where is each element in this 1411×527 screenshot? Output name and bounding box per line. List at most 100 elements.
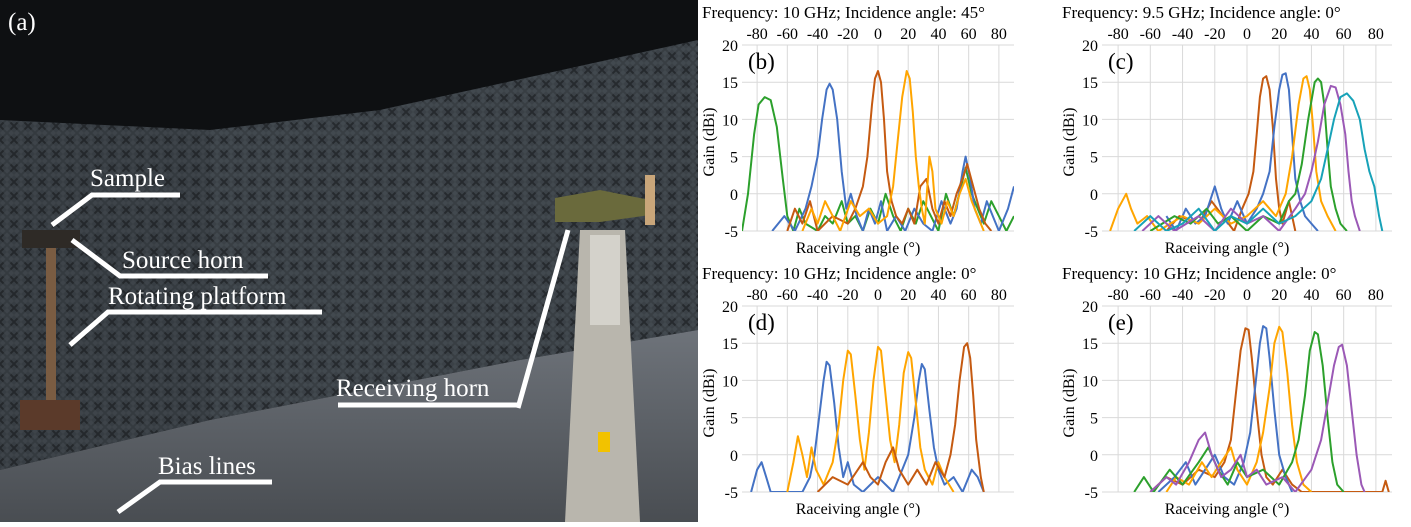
- y-tick-label: -5: [1085, 485, 1098, 502]
- series-line-1: [1165, 75, 1297, 231]
- y-tick-label: 5: [730, 411, 738, 428]
- x-tick-label: -40: [807, 26, 828, 43]
- label-sample: Sample: [90, 165, 165, 192]
- y-tick-label: 0: [730, 187, 738, 204]
- x-tick-label: 60: [961, 287, 977, 304]
- series-line-2: [1165, 72, 1319, 231]
- x-tick-label: 0: [1243, 287, 1251, 304]
- y-axis-label: Gain (dBi): [701, 108, 718, 177]
- chart-panel-1: Frequency: 10 GHz; Incidence angle: 45° -…: [701, 3, 1014, 257]
- x-tick-label: -40: [1172, 287, 1193, 304]
- y-axis-label: Gain (dBi): [1061, 108, 1078, 177]
- y-tick-label: 20: [1082, 299, 1098, 316]
- x-tick-label: 0: [874, 26, 882, 43]
- y-tick-label: 10: [1082, 112, 1098, 129]
- x-tick-label: 20: [1271, 26, 1287, 43]
- x-tick-label: 0: [874, 287, 882, 304]
- x-tick-label: 20: [900, 287, 916, 304]
- x-axis-label: Raceiving angle (°): [1165, 240, 1290, 257]
- gain-charts-area: Frequency: 10 GHz; Incidence angle: 45° -…: [698, 0, 1411, 522]
- receiving-horn-antenna: [555, 175, 655, 225]
- chart-title: Frequency: 10 GHz; Incidence angle: 0°: [1062, 264, 1336, 283]
- y-tick-label: 5: [1090, 411, 1098, 428]
- x-tick-label: -40: [807, 287, 828, 304]
- x-tick-label: 40: [930, 26, 946, 43]
- x-tick-label: 40: [930, 287, 946, 304]
- x-tick-label: 60: [1336, 287, 1352, 304]
- x-tick-label: -20: [837, 26, 858, 43]
- receiving-tower: [565, 230, 640, 522]
- x-tick-label: 40: [1303, 26, 1319, 43]
- panel-label: (d): [748, 310, 775, 335]
- x-tick-label: 60: [1336, 26, 1352, 43]
- x-axis-label: Raceiving angle (°): [796, 501, 921, 518]
- x-axis-label: Raceiving angle (°): [1165, 501, 1290, 518]
- series-line-3: [1165, 325, 1313, 492]
- x-tick-label: -60: [1140, 287, 1161, 304]
- y-tick-label: -5: [725, 485, 738, 502]
- x-tick-label: 80: [991, 26, 1007, 43]
- x-axis-label: Raceiving angle (°): [796, 240, 921, 257]
- series-line-1: [750, 360, 985, 492]
- pointer-lines: [50, 192, 571, 515]
- y-tick-label: 0: [730, 448, 738, 465]
- series-line-4: [1133, 331, 1345, 492]
- series-line-2: [786, 345, 955, 492]
- x-tick-label: -80: [1107, 287, 1128, 304]
- x-tick-label: -60: [777, 287, 798, 304]
- series-line-6: [1133, 92, 1384, 231]
- y-axis-label: Gain (dBi): [1061, 369, 1078, 438]
- y-tick-label: 20: [722, 38, 738, 55]
- y-tick-label: -5: [725, 224, 738, 241]
- x-tick-label: 80: [1368, 26, 1384, 43]
- y-tick-label: 10: [722, 373, 738, 390]
- y-tick-label: 10: [1082, 373, 1098, 390]
- panel-label: (b): [748, 49, 775, 74]
- series-line-4: [1149, 77, 1348, 231]
- series-line-2: [771, 82, 1014, 231]
- anechoic-chamber-illustration: [0, 0, 698, 522]
- y-tick-label: 20: [1082, 38, 1098, 55]
- chart-panel-2: Frequency: 9.5 GHz; Incidence angle: 0° -…: [1061, 3, 1392, 257]
- x-tick-label: 80: [1368, 287, 1384, 304]
- measurement-setup-photo: (a) Sample Source horn Rotating platform…: [0, 0, 698, 522]
- series-line-5: [1149, 343, 1366, 492]
- y-tick-label: 15: [722, 336, 738, 353]
- y-tick-label: -5: [1085, 224, 1098, 241]
- chart-panel-4: Frequency: 10 GHz; Incidence angle: 0° -8…: [1061, 264, 1392, 518]
- x-tick-label: -80: [746, 26, 767, 43]
- x-tick-label: -60: [1140, 26, 1161, 43]
- series-line-4: [801, 70, 985, 231]
- x-tick-label: -40: [1172, 26, 1193, 43]
- label-bias-lines: Bias lines: [158, 453, 256, 480]
- chart-title: Frequency: 10 GHz; Incidence angle: 0°: [702, 264, 976, 283]
- source-platform: [20, 230, 80, 430]
- x-tick-label: -80: [746, 287, 767, 304]
- y-tick-label: 0: [1090, 187, 1098, 204]
- x-tick-label: 40: [1303, 287, 1319, 304]
- y-tick-label: 20: [722, 299, 738, 316]
- y-axis-label: Gain (dBi): [701, 369, 718, 438]
- label-rotating-platform: Rotating platform: [108, 283, 287, 310]
- label-source-horn: Source horn: [122, 247, 244, 274]
- y-tick-label: 0: [1090, 448, 1098, 465]
- series-line-5: [1141, 84, 1361, 231]
- x-tick-label: -80: [1107, 26, 1128, 43]
- panel-label-a: (a): [8, 9, 36, 36]
- label-receiving-horn: Receiving horn: [336, 375, 490, 402]
- panel-label: (e): [1108, 310, 1134, 335]
- series-line-3: [786, 70, 993, 231]
- y-tick-label: 15: [722, 75, 738, 92]
- x-tick-label: -20: [837, 287, 858, 304]
- x-tick-label: 60: [961, 26, 977, 43]
- chart-title: Frequency: 10 GHz; Incidence angle: 45°: [702, 3, 985, 22]
- y-tick-label: 5: [730, 150, 738, 167]
- x-tick-label: 0: [1243, 26, 1251, 43]
- x-tick-label: -60: [777, 26, 798, 43]
- series-line-3: [816, 342, 985, 492]
- x-tick-label: 20: [900, 26, 916, 43]
- y-tick-label: 15: [1082, 75, 1098, 92]
- x-tick-label: 80: [991, 287, 1007, 304]
- series-line-3: [1109, 75, 1337, 231]
- x-tick-label: -20: [1204, 287, 1225, 304]
